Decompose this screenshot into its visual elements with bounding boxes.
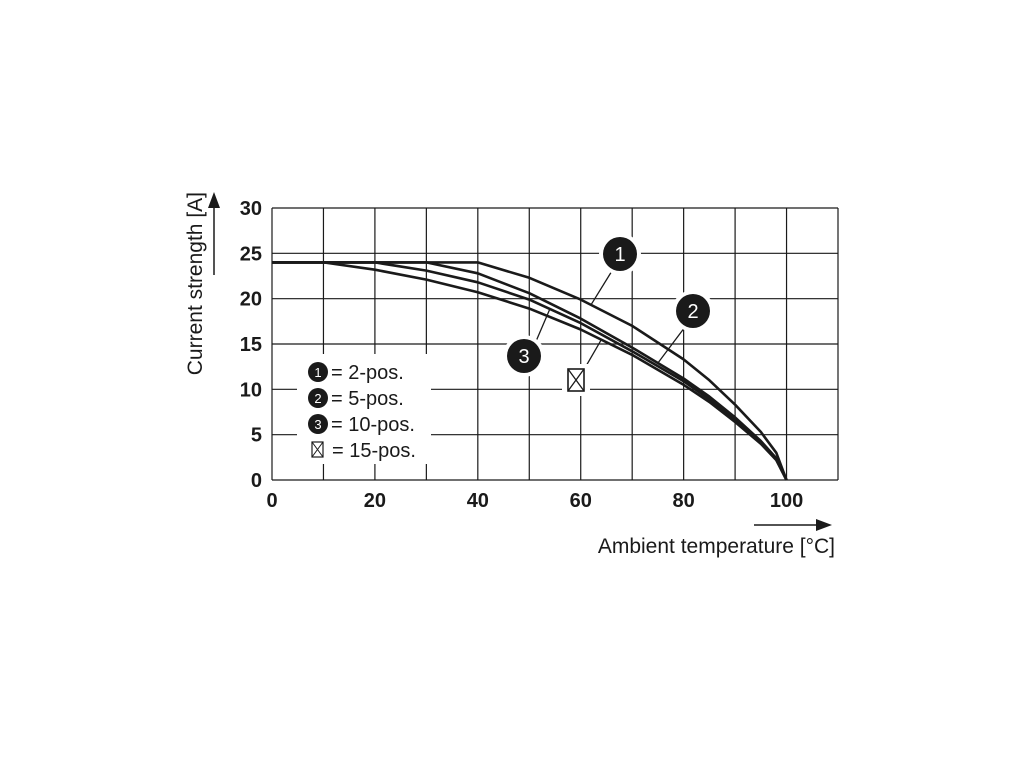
callout-label-3: 3 xyxy=(518,346,529,368)
callout-badge-3 xyxy=(507,339,541,373)
callout-label-1: 1 xyxy=(614,244,625,266)
callout-group: 1 2 3 xyxy=(503,233,714,396)
legend-cross-icon xyxy=(311,441,324,458)
legend-badge-label: 1 xyxy=(314,365,321,380)
y-tick-labels: 0 5 10 15 20 25 30 xyxy=(240,198,262,492)
x-tick-label: 60 xyxy=(570,490,592,512)
callout-badge-1 xyxy=(603,237,637,271)
y-tick-label: 0 xyxy=(251,470,262,492)
x-axis-title-group: Ambient temperature [°C] xyxy=(598,519,835,558)
x-tick-label: 100 xyxy=(770,490,803,512)
callout-leader-2 xyxy=(657,322,689,364)
legend-label-1: = 2-pos. xyxy=(331,362,404,384)
y-axis-arrow-head xyxy=(208,192,220,208)
callout-badge-x xyxy=(567,368,585,392)
grid xyxy=(271,207,839,481)
y-tick-label: 30 xyxy=(240,198,262,220)
legend-badge-2 xyxy=(308,388,328,408)
series-group xyxy=(272,261,788,481)
legend: 1 = 2-pos. 2 = 5-pos. 3 = 10-pos. = 15-pos. xyxy=(297,354,431,464)
y-tick-label: 10 xyxy=(240,379,262,401)
y-tick-label: 20 xyxy=(240,289,262,311)
x-tick-label: 0 xyxy=(266,490,277,512)
legend-badge-label: 3 xyxy=(314,417,321,432)
legend-label-3: = 10-pos. xyxy=(331,414,415,436)
x-axis-title: Ambient temperature [°C] xyxy=(598,535,835,558)
x-tick-label: 20 xyxy=(364,490,386,512)
y-tick-label: 5 xyxy=(251,425,262,447)
x-tick-label: 80 xyxy=(673,490,695,512)
y-tick-label: 25 xyxy=(240,243,262,265)
legend-badge-1 xyxy=(308,362,328,382)
legend-label-x: = 15-pos. xyxy=(332,440,416,462)
x-tick-labels: 0 20 40 60 80 100 xyxy=(266,490,803,512)
y-axis-title: Current strength [A] xyxy=(184,192,207,375)
x-tick-label: 40 xyxy=(467,490,489,512)
callout-cross-icon xyxy=(567,368,585,392)
callout-badge-2 xyxy=(676,294,710,328)
legend-badge-label: 2 xyxy=(314,391,321,406)
callout-label-2: 2 xyxy=(687,301,698,323)
x-axis-arrow-head xyxy=(816,519,832,531)
legend-label-2: = 5-pos. xyxy=(331,388,404,410)
legend-badge-x xyxy=(311,441,324,458)
series-line-1 xyxy=(272,261,788,481)
legend-badge-3 xyxy=(308,414,328,434)
series-line-x xyxy=(272,261,788,481)
y-axis-title-group: Current strength [A] xyxy=(184,192,220,375)
y-tick-label: 15 xyxy=(240,334,262,356)
